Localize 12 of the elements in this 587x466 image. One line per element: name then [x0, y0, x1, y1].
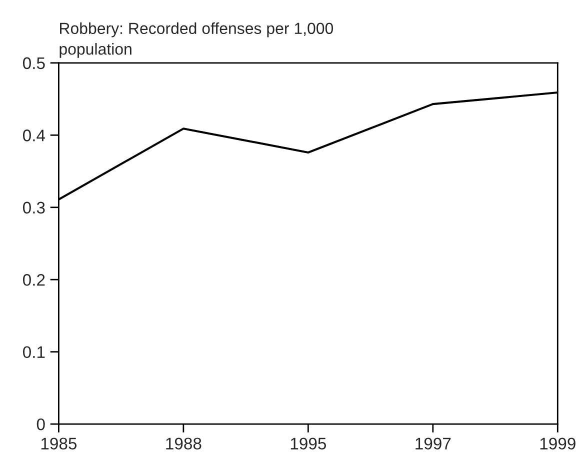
chart-title: Robbery: Recorded offenses per 1,000 population: [60, 22, 334, 58]
x-tick-label: 1997: [416, 438, 451, 450]
y-tick-label: 0.5: [22, 57, 45, 70]
y-tick-label: 0: [36, 418, 45, 430]
y-tick-label: 0.1: [22, 346, 45, 358]
x-tick-label: 1985: [41, 438, 77, 450]
x-tick-label: 1995: [290, 438, 326, 450]
x-tick-label: 1999: [540, 438, 576, 450]
y-tick-label: 0.4: [22, 130, 46, 142]
y-tick-label: 0.3: [22, 202, 45, 214]
x-tick-label: 1988: [166, 438, 202, 450]
y-tick-label: 0.2: [22, 274, 45, 286]
